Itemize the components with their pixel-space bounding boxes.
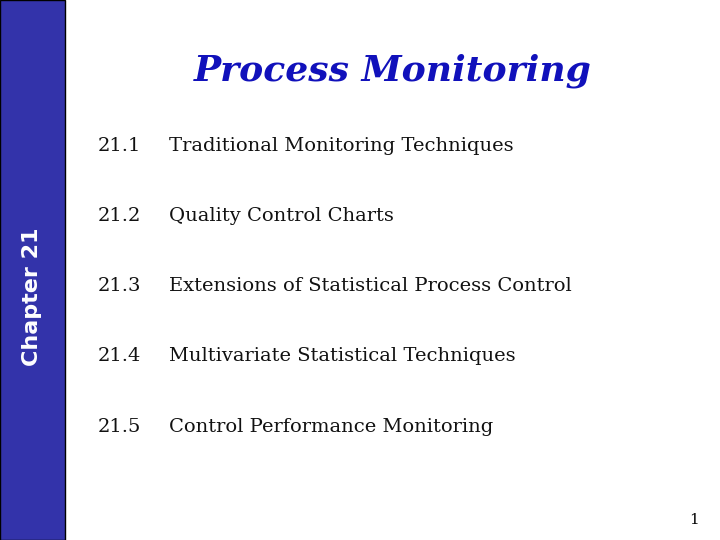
Text: Extensions of Statistical Process Control: Extensions of Statistical Process Contro… — [169, 277, 572, 295]
Text: Chapter 21: Chapter 21 — [22, 228, 42, 366]
Text: 21.5: 21.5 — [97, 417, 140, 436]
Text: Multivariate Statistical Techniques: Multivariate Statistical Techniques — [169, 347, 516, 366]
Text: Control Performance Monitoring: Control Performance Monitoring — [169, 417, 493, 436]
Text: Process Monitoring: Process Monitoring — [194, 54, 591, 89]
Text: 21.2: 21.2 — [97, 207, 140, 225]
Text: 21.4: 21.4 — [97, 347, 140, 366]
Text: Quality Control Charts: Quality Control Charts — [169, 207, 394, 225]
FancyBboxPatch shape — [0, 0, 65, 540]
Text: 21.3: 21.3 — [97, 277, 140, 295]
Text: Traditional Monitoring Techniques: Traditional Monitoring Techniques — [169, 137, 514, 155]
Text: 1: 1 — [688, 512, 698, 526]
Text: 21.1: 21.1 — [97, 137, 140, 155]
